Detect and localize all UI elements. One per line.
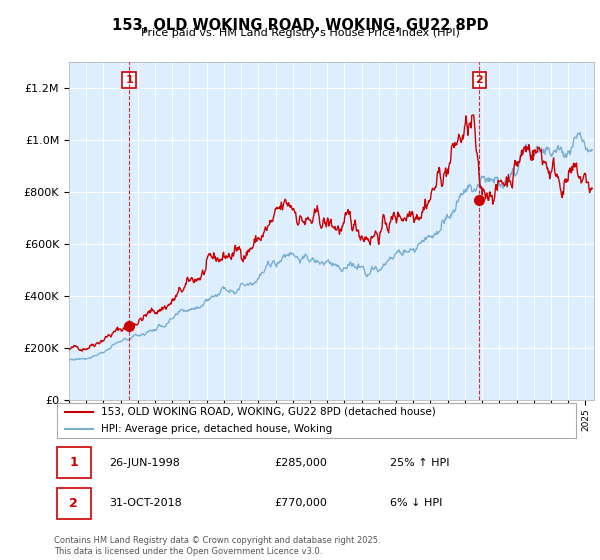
FancyBboxPatch shape <box>56 447 91 478</box>
Text: HPI: Average price, detached house, Woking: HPI: Average price, detached house, Woki… <box>101 424 332 435</box>
Text: 153, OLD WOKING ROAD, WOKING, GU22 8PD (detached house): 153, OLD WOKING ROAD, WOKING, GU22 8PD (… <box>101 407 436 417</box>
Text: £770,000: £770,000 <box>275 498 328 508</box>
Text: £285,000: £285,000 <box>275 458 328 468</box>
Text: 2: 2 <box>70 497 78 510</box>
Text: 25% ↑ HPI: 25% ↑ HPI <box>390 458 449 468</box>
FancyBboxPatch shape <box>56 403 577 438</box>
Text: 153, OLD WOKING ROAD, WOKING, GU22 8PD: 153, OLD WOKING ROAD, WOKING, GU22 8PD <box>112 18 488 33</box>
Text: Contains HM Land Registry data © Crown copyright and database right 2025.
This d: Contains HM Land Registry data © Crown c… <box>54 536 380 556</box>
Text: 6% ↓ HPI: 6% ↓ HPI <box>390 498 442 508</box>
Text: 1: 1 <box>70 456 78 469</box>
Text: 26-JUN-1998: 26-JUN-1998 <box>109 458 180 468</box>
Text: 31-OCT-2018: 31-OCT-2018 <box>109 498 182 508</box>
Text: 1: 1 <box>125 75 133 85</box>
Text: Price paid vs. HM Land Registry's House Price Index (HPI): Price paid vs. HM Land Registry's House … <box>140 28 460 38</box>
FancyBboxPatch shape <box>56 488 91 519</box>
Text: 2: 2 <box>475 75 483 85</box>
